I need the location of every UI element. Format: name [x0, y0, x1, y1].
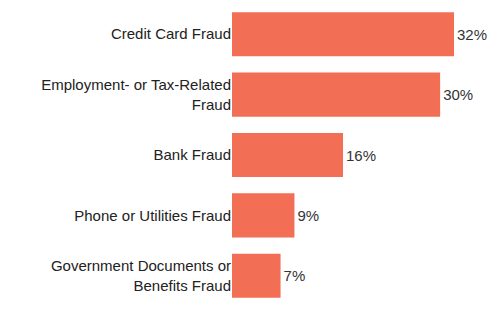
svg-text:32%: 32%	[457, 26, 487, 43]
svg-text:9%: 9%	[297, 207, 319, 224]
svg-text:Employment- or Tax-RelatedFrau: Employment- or Tax-RelatedFraud	[41, 76, 231, 113]
svg-text:7%: 7%	[284, 267, 306, 284]
svg-text:16%: 16%	[346, 147, 376, 164]
svg-text:Phone or Utilities Fraud: Phone or Utilities Fraud	[74, 207, 231, 224]
svg-text:Government Documents orBenefit: Government Documents orBenefits Fraud	[51, 257, 231, 294]
svg-text:Bank Fraud: Bank Fraud	[153, 146, 231, 163]
svg-text:30%: 30%	[443, 86, 473, 103]
svg-text:Credit Card Fraud: Credit Card Fraud	[111, 25, 231, 42]
